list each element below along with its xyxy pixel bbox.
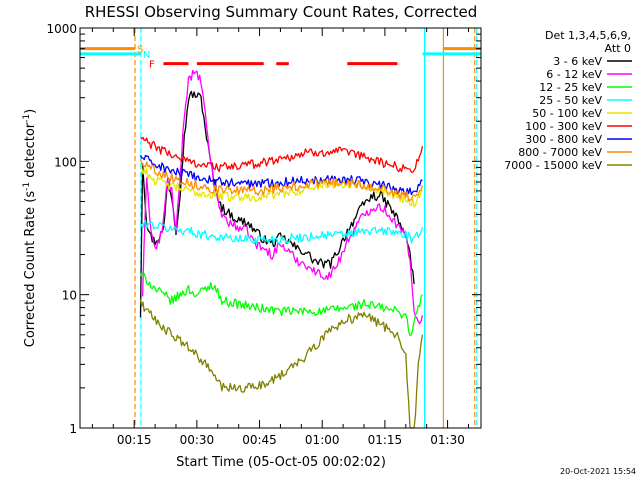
chart-title: RHESSI Observing Summary Count Rates, Co… — [85, 3, 478, 21]
series-line-6 — [139, 154, 423, 197]
y-axis-label-sup2: -1 — [22, 114, 32, 123]
legend-label-3: 25 - 50 keV — [539, 94, 602, 107]
legend-label-0: 3 - 6 keV — [553, 55, 602, 68]
y-axis-label: Corrected Count Rate (s-1 detector-1) — [22, 109, 38, 347]
legend-label-5: 100 - 300 keV — [525, 120, 602, 133]
legend-label-2: 12 - 25 keV — [539, 81, 602, 94]
x-tick-label-3: 01:00 — [305, 433, 340, 447]
s-marker-label: S — [137, 45, 143, 56]
y-axis-label-end: ) — [23, 109, 38, 114]
legend-label-8: 7000 - 15000 keV — [504, 159, 602, 172]
series-line-0 — [139, 90, 415, 318]
series-line-7 — [139, 158, 424, 202]
x-tick-label-4: 01:15 — [368, 433, 403, 447]
legend-label-7: 800 - 7000 keV — [518, 146, 602, 159]
x-tick-label-5: 01:30 — [430, 433, 465, 447]
y-axis-label-mid: detector — [23, 122, 38, 182]
f-marker-label: F — [149, 60, 155, 71]
series-line-2 — [139, 272, 424, 337]
y-tick-label-3: 1000 — [46, 22, 77, 36]
legend-label-6: 300 - 800 keV — [525, 133, 602, 146]
x-tick-label-2: 00:45 — [242, 433, 277, 447]
series-line-3 — [139, 219, 424, 245]
y-tick-label-1: 10 — [62, 289, 77, 303]
n-marker-label: N — [143, 50, 150, 61]
series-line-8 — [139, 298, 424, 429]
series-layer — [139, 69, 424, 429]
y-tick-label-2: 100 — [54, 155, 77, 169]
y-axis-label-main: Corrected Count Rate (s — [23, 191, 38, 348]
legend-label-1: 6 - 12 keV — [546, 68, 602, 81]
axis-layer: 00:15 00:30 00:45 01:00 01:15 01:30 1 10 100 1000 — [46, 22, 481, 447]
series-line-5 — [140, 136, 424, 173]
series-line-1 — [141, 69, 424, 325]
x-tick-label-1: 00:30 — [180, 433, 215, 447]
legend-label-4: 50 - 100 keV — [532, 107, 602, 120]
footer-timestamp: 20-Oct-2021 15:54 — [560, 467, 636, 476]
x-tick-label-0: 00:15 — [117, 433, 152, 447]
legend-header-attenuator: Att 0 — [605, 42, 631, 55]
y-axis-label-sup1: -1 — [22, 182, 32, 191]
y-tick-label-0: 1 — [69, 422, 77, 436]
x-axis-label: Start Time (05-Oct-05 00:02:02) — [176, 455, 386, 470]
legend-header-detectors: Det 1,3,4,5,6,9, — [545, 29, 631, 42]
